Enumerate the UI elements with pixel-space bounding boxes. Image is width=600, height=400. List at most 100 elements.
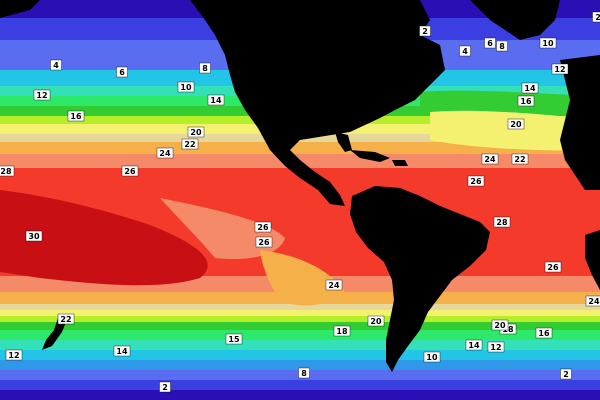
- isotherm-label-box: [551, 63, 569, 75]
- isotherm-label-box: [116, 66, 128, 78]
- isotherm-label: 10: [423, 351, 441, 363]
- isotherm-label-text: 18: [336, 327, 348, 336]
- isotherm-label: 26: [121, 165, 139, 177]
- isotherm-label-box: [225, 333, 243, 345]
- pacific-warm-pool: [0, 190, 208, 286]
- isotherm-label-box: [507, 118, 525, 130]
- isotherm-label: 14: [465, 339, 483, 351]
- isotherm-label: 20: [491, 319, 509, 331]
- isotherm-label-text: 2: [595, 13, 600, 22]
- isotherm-label-text: 18: [502, 325, 514, 334]
- europe-africa-edge: [560, 55, 600, 190]
- land-masses: [0, 0, 600, 350]
- isotherm-label: 30: [25, 230, 43, 242]
- band-16-south: [0, 322, 600, 332]
- isotherm-label-box: [207, 94, 225, 106]
- south-pacific-24: [260, 250, 345, 306]
- isotherm-label-box: [199, 62, 211, 74]
- isotherm-label: 8: [298, 367, 310, 379]
- isotherm-label: 14: [521, 82, 539, 94]
- isotherm-label-box: [467, 175, 485, 187]
- isotherm-label: 24: [481, 153, 499, 165]
- southern-africa: [585, 230, 600, 290]
- isotherm-label-box: [177, 81, 195, 93]
- isotherm-label: 2: [159, 381, 171, 393]
- isotherm-label: 28: [0, 165, 15, 177]
- north-atlantic-20: [430, 110, 600, 151]
- band-22-south: [0, 304, 600, 312]
- isotherm-label: 6: [484, 37, 496, 49]
- isotherm-label: 4: [459, 45, 471, 57]
- isotherm-label: 22: [57, 313, 75, 325]
- band-4-south: [0, 380, 600, 392]
- isotherm-label-box: [367, 315, 385, 327]
- isotherm-label-box: [187, 126, 205, 138]
- isotherm-label-text: 20: [190, 128, 202, 137]
- isotherm-label-box: [521, 82, 539, 94]
- isotherm-label-box: [121, 165, 139, 177]
- band-20-south: [0, 310, 600, 318]
- isotherm-label-text: 14: [524, 84, 536, 93]
- isotherm-label-box: [560, 368, 572, 380]
- isotherm-label-text: 14: [468, 341, 480, 350]
- isotherm-label-box: [511, 153, 529, 165]
- isotherm-label-box: [255, 236, 273, 248]
- isotherm-label-text: 2: [422, 27, 428, 36]
- isotherm-label-box: [592, 11, 600, 23]
- isotherm-label-text: 8: [499, 42, 505, 51]
- isotherm-label: 2: [419, 25, 431, 37]
- isotherm-label-box: [159, 381, 171, 393]
- isotherm-label-text: 12: [8, 351, 19, 360]
- isotherm-label-text: 20: [494, 321, 506, 330]
- isotherm-label: 22: [511, 153, 529, 165]
- north-atlantic-16: [420, 90, 600, 116]
- isotherm-label-box: [493, 216, 511, 228]
- band-12-south: [0, 340, 600, 352]
- isotherm-label: 24: [156, 147, 174, 159]
- isotherm-label-text: 24: [328, 281, 340, 290]
- isotherm-label: 26: [255, 236, 273, 248]
- isotherm-label-text: 16: [520, 97, 532, 106]
- isotherm-label-box: [25, 230, 43, 242]
- isotherm-label: 26: [254, 221, 272, 233]
- isotherm-label: 15: [225, 333, 243, 345]
- isotherm-label-text: 12: [490, 343, 501, 352]
- isotherm-label: 8: [199, 62, 211, 74]
- isotherm-label: 26: [544, 261, 562, 273]
- isotherm-label: 12: [33, 89, 51, 101]
- isotherm-label-text: 12: [36, 91, 47, 100]
- isotherm-label-text: 28: [496, 218, 508, 227]
- isotherm-label-text: 30: [28, 232, 40, 241]
- isotherm-label-text: 4: [53, 61, 59, 70]
- isotherm-label-box: [539, 37, 557, 49]
- isotherm-label: 10: [177, 81, 195, 93]
- isotherm-label-box: [254, 221, 272, 233]
- isotherm-label-text: 6: [487, 39, 493, 48]
- isotherm-label: 2: [592, 11, 600, 23]
- isotherm-label-text: 2: [563, 370, 569, 379]
- north-america: [190, 0, 445, 206]
- isotherm-label-text: 6: [119, 68, 125, 77]
- isotherm-label-text: 8: [202, 64, 208, 73]
- isotherm-label-box: [33, 89, 51, 101]
- warm-pool-areas: [0, 90, 600, 306]
- isotherm-label-box: [156, 147, 174, 159]
- isotherm-label-text: 24: [484, 155, 496, 164]
- isotherm-label-box: [5, 349, 23, 361]
- isotherm-label-box: [535, 327, 553, 339]
- isotherm-label-box: [50, 59, 62, 71]
- isotherm-label: 14: [207, 94, 225, 106]
- northwest-coast: [0, 0, 40, 18]
- isotherm-label-text: 20: [510, 120, 522, 129]
- isotherm-label: 28: [493, 216, 511, 228]
- isotherm-label-text: 26: [258, 238, 270, 247]
- isotherm-label: 16: [67, 110, 85, 122]
- isotherm-label-text: 8: [301, 369, 307, 378]
- isotherm-label-box: [298, 367, 310, 379]
- isotherm-label: 4: [50, 59, 62, 71]
- isotherm-label-text: 15: [228, 335, 240, 344]
- isotherm-label-text: 16: [70, 112, 82, 121]
- isotherm-label: 16: [535, 327, 553, 339]
- new-zealand: [42, 318, 66, 350]
- isotherm-label: 18: [333, 325, 351, 337]
